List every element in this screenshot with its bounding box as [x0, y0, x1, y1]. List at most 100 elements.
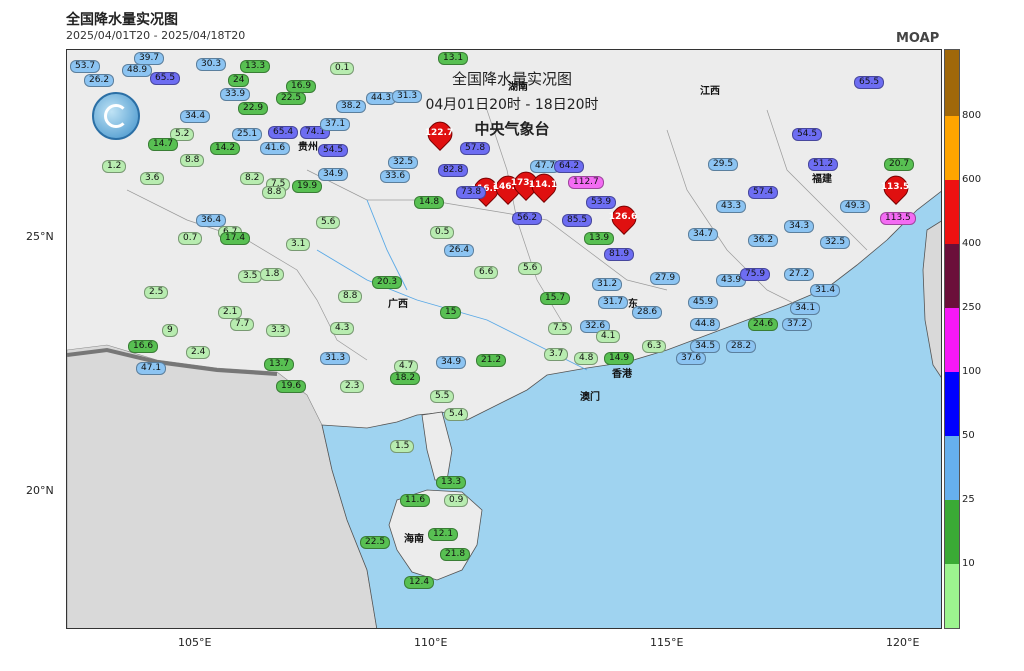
- station-value-badge: 48.9: [122, 64, 153, 77]
- station-value-badge: 65.5: [854, 76, 885, 89]
- station-value-badge: 45.9: [688, 296, 719, 309]
- station-value-badge: 37.1: [320, 118, 351, 131]
- station-value-badge: 22.9: [238, 102, 269, 115]
- station-value-badge: 32.5: [820, 236, 851, 249]
- legend-band: [945, 50, 959, 116]
- legend-label: 100: [962, 366, 982, 377]
- station-value-badge: 34.5: [690, 340, 721, 353]
- lat-tick: 20°N: [26, 484, 54, 497]
- place-label: 湖南: [508, 82, 528, 93]
- station-value-badge: 54.5: [792, 128, 823, 141]
- station-value-badge: 0.9: [444, 494, 469, 507]
- station-value-badge: 38.2: [336, 100, 367, 113]
- place-label: 广东: [618, 299, 638, 310]
- station-value-badge: 34.1: [790, 302, 821, 315]
- station-value-badge: 1.5: [390, 440, 415, 453]
- max-pin-value: 113.5: [880, 182, 910, 192]
- lon-tick: 120°E: [886, 636, 920, 649]
- station-value-badge: 14.2: [210, 142, 241, 155]
- legend-band: [945, 116, 959, 180]
- station-value-badge: 36.2: [748, 234, 779, 247]
- station-value-badge: 8.8: [262, 186, 287, 199]
- map-title-period: 04月01日20时 - 18日20时: [425, 97, 599, 113]
- station-value-badge: 15: [440, 306, 462, 319]
- station-value-badge: 22.5: [360, 536, 391, 549]
- station-value-badge: 2.1: [218, 306, 243, 319]
- legend-label: 400: [962, 238, 982, 249]
- station-value-badge: 53.9: [586, 196, 617, 209]
- station-value-badge: 51.2: [808, 158, 839, 171]
- station-value-badge: 33.9: [220, 88, 251, 101]
- station-value-badge: 15.7: [540, 292, 571, 305]
- station-value-badge: 24.6: [748, 318, 779, 331]
- station-value-badge: 1.2: [102, 160, 127, 173]
- station-value-badge: 34.9: [436, 356, 467, 369]
- station-value-badge: 13.1: [438, 52, 469, 65]
- station-value-badge: 3.5: [238, 270, 263, 283]
- station-value-badge: 2.4: [186, 346, 211, 359]
- station-value-badge: 6.6: [474, 266, 499, 279]
- station-value-badge: 13.3: [240, 60, 271, 73]
- station-value-badge: 34.7: [688, 228, 719, 241]
- station-value-badge: 24: [228, 74, 250, 87]
- station-value-badge: 16.9: [286, 80, 317, 93]
- place-label: 江西: [700, 86, 720, 97]
- station-value-badge: 37.2: [782, 318, 813, 331]
- station-value-badge: 44.3: [366, 92, 397, 105]
- station-value-badge: 47.1: [136, 362, 167, 375]
- station-value-badge: 2.3: [340, 380, 365, 393]
- station-value-badge: 18.2: [390, 372, 421, 385]
- station-value-badge: 31.3: [320, 352, 351, 365]
- legend-band: [945, 500, 959, 564]
- station-value-badge: 53.7: [70, 60, 101, 73]
- station-value-badge: 20.3: [372, 276, 403, 289]
- legend-label: 800: [962, 110, 982, 121]
- station-value-badge: 3.6: [140, 172, 165, 185]
- station-value-badge: 34.4: [180, 110, 211, 123]
- legend-band: [945, 564, 959, 628]
- station-value-badge: 5.6: [518, 262, 543, 275]
- legend-label: 10: [962, 558, 975, 569]
- station-value-badge: 65.4: [268, 126, 299, 139]
- station-value-badge: 16.6: [128, 340, 159, 353]
- station-value-badge: 73.8: [456, 186, 487, 199]
- station-value-badge: 28.6: [632, 306, 663, 319]
- station-value-badge: 32.5: [388, 156, 419, 169]
- legend-label: 50: [962, 430, 975, 441]
- map-title-agency: 中央气象台: [474, 120, 550, 138]
- legend-band: [945, 308, 959, 372]
- station-value-badge: 26.2: [84, 74, 115, 87]
- station-value-badge: 43.3: [716, 200, 747, 213]
- place-label: 福建: [812, 174, 832, 185]
- station-value-badge: 9: [162, 324, 178, 337]
- station-value-badge: 34.9: [318, 168, 349, 181]
- station-value-badge: 13.3: [436, 476, 467, 489]
- station-value-badge: 64.2: [554, 160, 585, 173]
- station-value-badge: 75.9: [740, 268, 771, 281]
- station-value-badge: 41.6: [260, 142, 291, 155]
- station-value-badge: 5.6: [316, 216, 341, 229]
- place-label: 贵州: [298, 142, 318, 153]
- station-value-badge: 113.5: [880, 212, 916, 225]
- station-value-badge: 32.6: [580, 320, 611, 333]
- station-value-badge: 4.8: [574, 352, 599, 365]
- station-value-badge: 7.5: [548, 322, 573, 335]
- station-value-badge: 57.8: [460, 142, 491, 155]
- station-value-badge: 12.1: [428, 528, 459, 541]
- station-value-badge: 8.2: [240, 172, 265, 185]
- station-value-badge: 11.6: [400, 494, 431, 507]
- station-value-badge: 49.3: [840, 200, 871, 213]
- legend-label: 600: [962, 174, 982, 185]
- legend-band: [945, 244, 959, 308]
- cma-logo-icon: [92, 92, 140, 140]
- lat-tick: 25°N: [26, 230, 54, 243]
- station-value-badge: 3.3: [266, 324, 291, 337]
- max-pin-value: 126.6: [608, 212, 638, 222]
- time-range: 2025/04/01T20 - 2025/04/18T20: [66, 29, 246, 42]
- station-value-badge: 44.8: [690, 318, 721, 331]
- place-label: 广西: [388, 299, 408, 310]
- station-value-badge: 34.3: [784, 220, 815, 233]
- station-value-badge: 13.9: [584, 232, 615, 245]
- station-value-badge: 4.3: [330, 322, 355, 335]
- legend-band: [945, 180, 959, 244]
